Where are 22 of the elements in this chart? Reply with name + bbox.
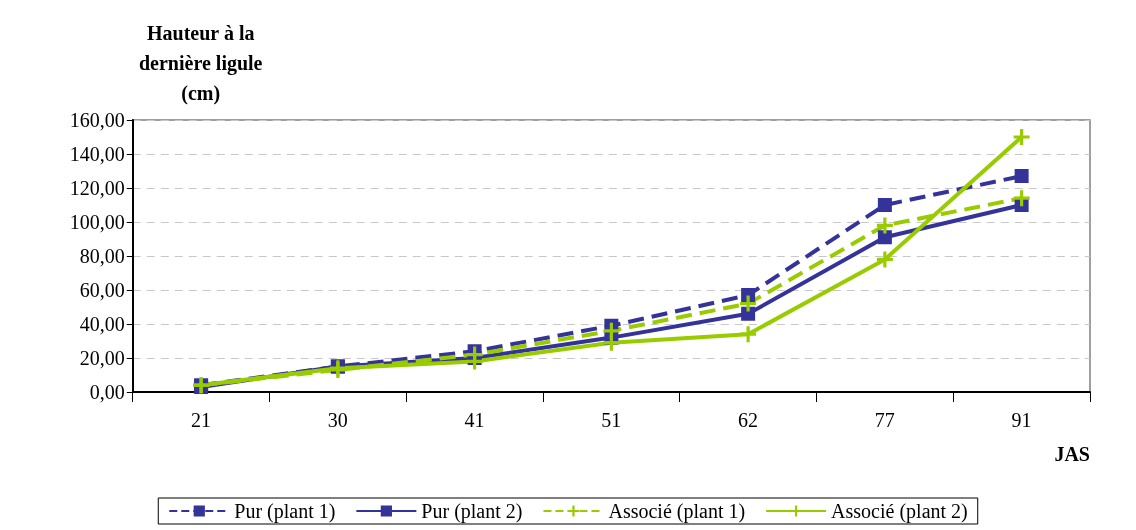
y-tick-label: 0,00: [89, 381, 125, 403]
y-tick-label: 80,00: [79, 245, 125, 267]
legend-label: Associé (plant 1): [608, 500, 746, 523]
x-tick-label: 30: [327, 409, 348, 431]
y-tick-label: 20,00: [79, 347, 125, 369]
y-tick-label: 60,00: [79, 279, 125, 301]
y-tick-label: 120,00: [69, 177, 125, 199]
y-tick-label: 100,00: [69, 211, 125, 233]
y-tick-label: 140,00: [69, 143, 125, 165]
x-tick-label: 21: [191, 409, 212, 431]
y-tick-label: 40,00: [79, 313, 125, 335]
x-tick-label: 51: [601, 409, 622, 431]
x-axis-title: JAS: [1054, 443, 1090, 465]
x-tick-label: 41: [464, 409, 485, 431]
x-tick-label: 91: [1011, 409, 1032, 431]
y-axis-title: Hauteur à la dernière ligule (cm): [139, 22, 263, 105]
legend-label: Associé (plant 2): [831, 500, 968, 523]
x-tick-label: 77: [874, 409, 895, 431]
legend-label: Pur (plant 2): [421, 500, 523, 523]
y-tick-label: 160,00: [69, 109, 125, 131]
legend-label: Pur (plant 1): [234, 500, 336, 523]
x-tick-label: 62: [738, 409, 759, 431]
